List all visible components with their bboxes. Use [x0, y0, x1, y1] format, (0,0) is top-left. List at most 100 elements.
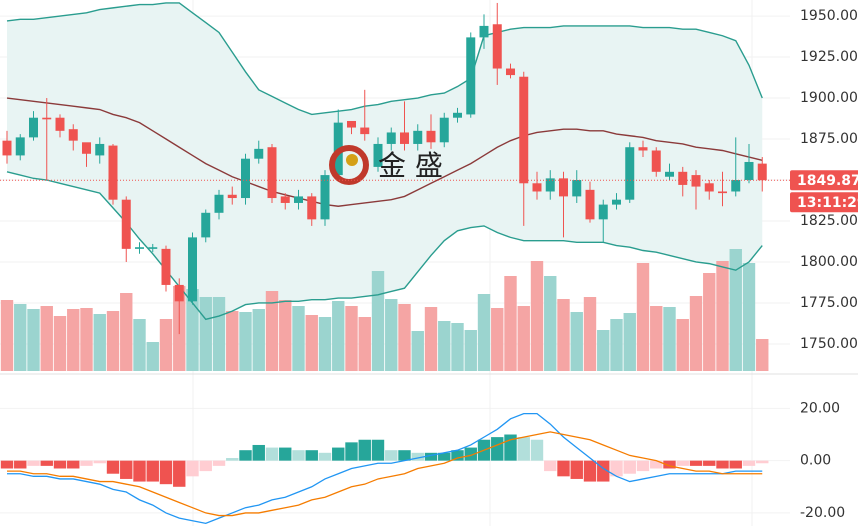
candle-body — [545, 178, 555, 192]
macd-bar — [146, 460, 159, 482]
candle-body — [201, 212, 211, 238]
y-tick-label: 1875.00 — [800, 131, 858, 147]
macd-bar — [517, 437, 530, 461]
macd-bar — [703, 460, 716, 466]
candle-body — [174, 284, 184, 302]
macd-panel — [0, 407, 790, 525]
macd-bar — [186, 460, 199, 477]
macd-bar — [385, 450, 398, 461]
volume-bar — [491, 308, 504, 371]
macd-bar — [133, 460, 146, 482]
macd-bar — [199, 460, 212, 472]
volume-bar — [212, 297, 226, 371]
candle-body — [413, 130, 423, 144]
logo-dot — [346, 154, 358, 166]
candle-body — [585, 189, 595, 220]
macd-bar — [332, 447, 345, 461]
candle-body — [691, 175, 701, 187]
volume-bar — [742, 263, 756, 371]
volume-bar — [345, 306, 358, 371]
candle-body — [227, 194, 237, 199]
candle-body — [453, 112, 462, 118]
volume-bar — [597, 330, 610, 371]
last-price-box — [790, 170, 858, 191]
macd-bar — [742, 460, 756, 466]
macd-bar — [80, 460, 93, 466]
macd-bar — [358, 439, 371, 461]
volume-bar — [385, 299, 398, 371]
y-tick-label: 1825.00 — [800, 213, 858, 229]
candle-body — [479, 25, 489, 38]
volume-bar — [438, 321, 451, 371]
candle-body — [214, 194, 224, 213]
volume-bar — [292, 306, 305, 371]
countdown-label: 13:11:29 — [797, 195, 858, 211]
macd-bar — [239, 450, 252, 461]
volume-bar — [318, 317, 332, 371]
volume-bar — [239, 312, 252, 371]
macd-bar — [716, 460, 729, 469]
candle-body — [678, 171, 688, 185]
candle-body — [665, 171, 674, 177]
macd-bar — [40, 460, 53, 466]
y-tick-label: 1750.00 — [800, 336, 858, 352]
candle-body — [307, 196, 317, 220]
candle-body — [108, 145, 118, 200]
candle-body — [373, 143, 383, 167]
macd-bar — [345, 442, 358, 461]
volume-bar — [14, 304, 27, 371]
y-tick-label: 1925.00 — [800, 49, 858, 65]
countdown-box — [790, 192, 858, 213]
macd-bar — [292, 450, 305, 461]
macd-bar — [438, 452, 451, 461]
macd-bar — [650, 460, 663, 469]
candle-body — [439, 117, 449, 143]
volume-bar — [27, 309, 40, 371]
macd-bar — [226, 458, 239, 461]
volume-bar — [544, 276, 557, 371]
volume-bar — [464, 330, 477, 371]
volume-bar — [199, 297, 212, 371]
macd-bar — [570, 460, 583, 479]
macd-bar — [67, 460, 80, 469]
band-line — [6, 171, 763, 321]
macd-bar — [318, 452, 332, 461]
macd-bar — [610, 460, 623, 477]
candle-body — [280, 196, 290, 203]
candle-body — [241, 158, 250, 199]
macd-bar — [623, 460, 636, 474]
macd-bar — [212, 460, 226, 466]
candle-body — [347, 120, 356, 128]
volume-bar — [371, 271, 385, 371]
macd-bar — [663, 460, 676, 469]
y-tick-label: -20.00 — [800, 505, 845, 521]
y-tick-label: 1900.00 — [800, 90, 858, 106]
candle-body — [55, 117, 65, 131]
volume-bar — [716, 261, 729, 371]
macd-line — [7, 431, 763, 517]
candle-body — [492, 24, 502, 69]
volume-bar — [398, 304, 411, 371]
macd-bar — [636, 460, 650, 472]
candle-body — [506, 68, 515, 76]
volume-bar — [279, 300, 292, 371]
macd-bar — [424, 452, 438, 461]
macd-bar — [279, 447, 292, 461]
price-panel — [0, 2, 790, 371]
candle-body — [744, 161, 754, 181]
macd-bar — [729, 460, 742, 469]
volume-bar — [133, 319, 146, 371]
volume-bar — [252, 309, 265, 371]
candle-body — [360, 127, 370, 135]
volume-bar — [159, 319, 173, 371]
macd-bar — [583, 460, 597, 482]
volume-bar — [305, 315, 318, 371]
volume-bar — [663, 307, 676, 371]
candle-body — [598, 204, 608, 220]
macd-bar — [411, 452, 424, 461]
volume-bar — [93, 314, 106, 371]
volume-bar — [80, 308, 93, 371]
candle-body — [42, 117, 52, 120]
